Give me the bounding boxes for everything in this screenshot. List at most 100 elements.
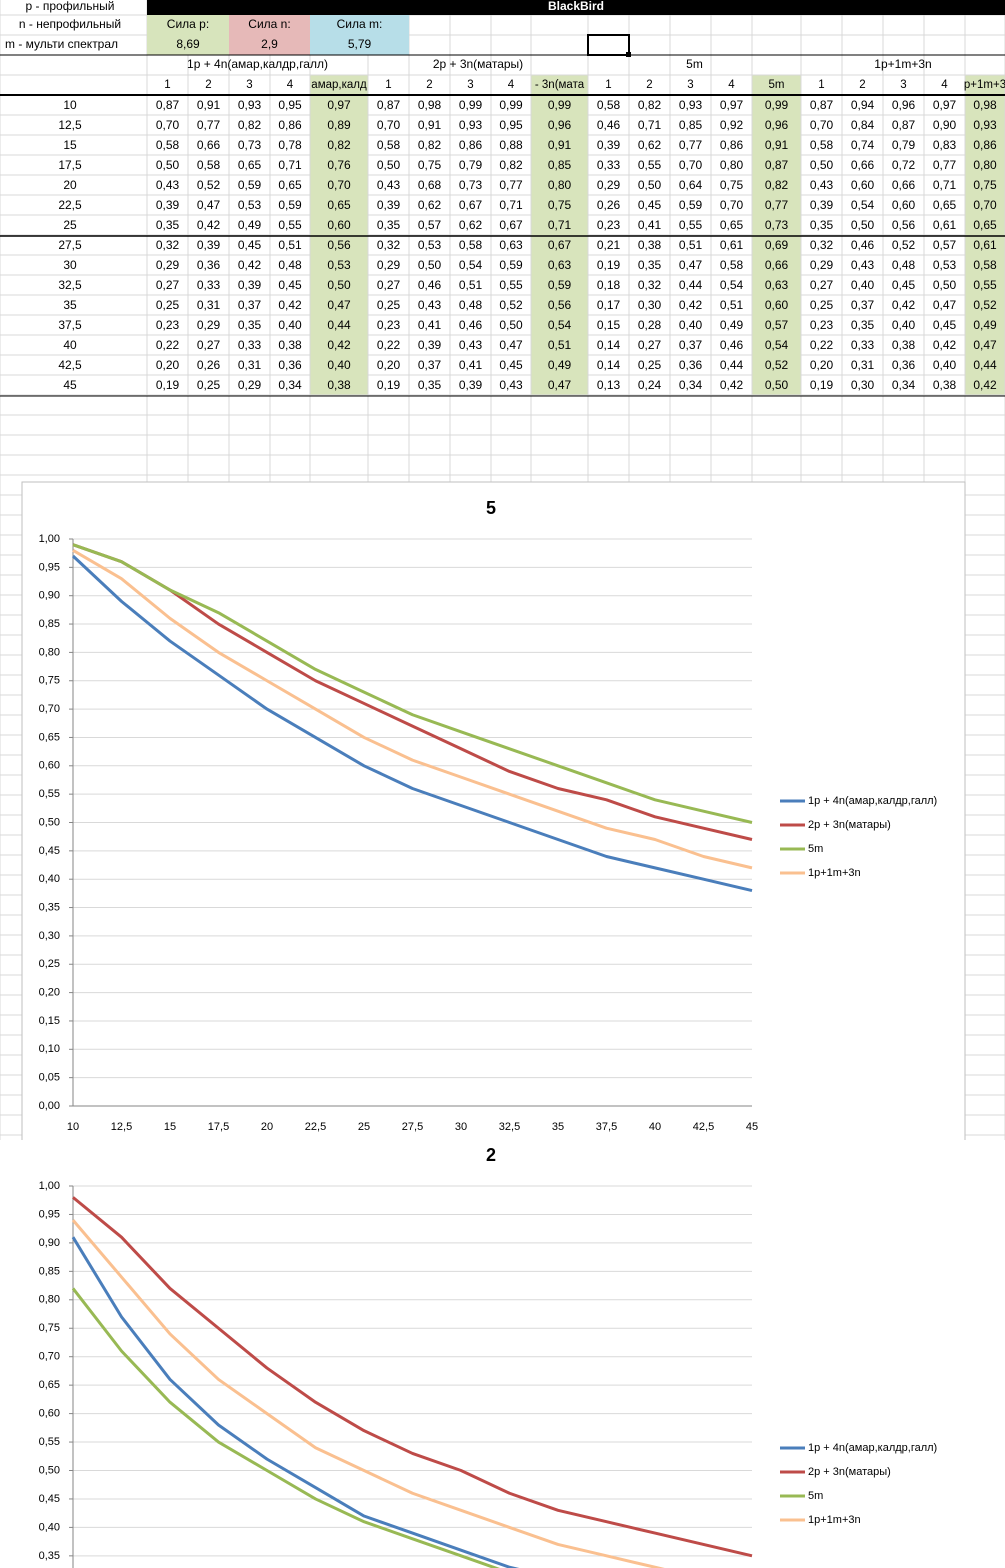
cell-value: 0,62 bbox=[418, 198, 442, 212]
cell-value: 0,48 bbox=[278, 258, 302, 272]
cell-value: 0,35 bbox=[810, 218, 834, 232]
cell-value: 0,75 bbox=[548, 198, 572, 212]
cell-value: 0,59 bbox=[548, 278, 572, 292]
cell-value: 0,91 bbox=[418, 118, 442, 132]
y-tick-label: 0,90 bbox=[39, 590, 60, 602]
cell-value: 0,45 bbox=[933, 318, 957, 332]
cell-value: 0,73 bbox=[238, 138, 262, 152]
x-tick-label: 12,5 bbox=[111, 1121, 132, 1133]
cell-value: 0,32 bbox=[638, 278, 662, 292]
cell-value: 0,36 bbox=[892, 358, 916, 372]
cell-value: 0,33 bbox=[238, 338, 262, 352]
cell-value: 0,51 bbox=[548, 338, 572, 352]
column-header: 4 bbox=[728, 79, 735, 91]
y-tick-label: 0,05 bbox=[39, 1072, 60, 1084]
cell-value: 0,36 bbox=[679, 358, 703, 372]
row-level: 32,5 bbox=[58, 278, 82, 292]
cell-value: 0,34 bbox=[679, 378, 703, 392]
cell-value: 0,31 bbox=[851, 358, 875, 372]
cell-value: 0,48 bbox=[892, 258, 916, 272]
row-level: 27,5 bbox=[58, 238, 82, 252]
cell-value: 0,76 bbox=[327, 158, 351, 172]
cell-value: 0,36 bbox=[197, 258, 221, 272]
y-tick-label: 1,00 bbox=[39, 533, 60, 545]
cell-value: 0,54 bbox=[548, 318, 572, 332]
x-tick-label: 32,5 bbox=[499, 1121, 520, 1133]
cell-value: 0,47 bbox=[973, 338, 997, 352]
cell-value: 0,29 bbox=[197, 318, 221, 332]
cell-value: 0,60 bbox=[327, 218, 351, 232]
cell-value: 0,37 bbox=[851, 298, 875, 312]
cell-value: 0,56 bbox=[327, 238, 351, 252]
cell-value: 0,29 bbox=[597, 178, 621, 192]
cell-value: 0,40 bbox=[892, 318, 916, 332]
series-line bbox=[71, 1287, 501, 1568]
cell-value: 0,77 bbox=[499, 178, 523, 192]
y-tick-label: 0,45 bbox=[39, 1493, 60, 1505]
x-tick-label: 25 bbox=[358, 1121, 370, 1133]
cell-value: 0,78 bbox=[278, 138, 302, 152]
cell-value: 0,66 bbox=[851, 158, 875, 172]
cell-value: 0,75 bbox=[720, 178, 744, 192]
cell-value: 0,80 bbox=[720, 158, 744, 172]
cell-value: 0,39 bbox=[459, 378, 483, 392]
y-tick-label: 0,35 bbox=[39, 1550, 60, 1562]
cell-value: 0,94 bbox=[851, 98, 875, 112]
cell-value: 0,55 bbox=[499, 278, 523, 292]
cell-value: 0,99 bbox=[459, 98, 483, 112]
cell-value: 0,38 bbox=[327, 378, 351, 392]
cell-value: 0,45 bbox=[638, 198, 662, 212]
cell-value: 0,45 bbox=[499, 358, 523, 372]
cell-value: 0,47 bbox=[499, 338, 523, 352]
cell-value: 0,19 bbox=[810, 378, 834, 392]
cell-value: 0,52 bbox=[973, 298, 997, 312]
group-header: 1p+1m+3n bbox=[874, 57, 931, 71]
x-tick-label: 45 bbox=[746, 1121, 758, 1133]
selected-cell bbox=[587, 34, 630, 56]
column-header: - 3n(мата bbox=[535, 79, 585, 91]
cell-value: 0,52 bbox=[499, 298, 523, 312]
column-header: 2 bbox=[646, 79, 652, 91]
y-tick-label: 0,40 bbox=[39, 873, 60, 885]
summary-column bbox=[751, 74, 802, 396]
cell-value: 0,14 bbox=[597, 338, 621, 352]
cell-value: 0,82 bbox=[765, 178, 789, 192]
cell-value: 0,67 bbox=[499, 218, 523, 232]
column-header: 3 bbox=[687, 79, 693, 91]
cell-value: 0,56 bbox=[548, 298, 572, 312]
cell-value: 0,71 bbox=[638, 118, 662, 132]
cell-value: 0,25 bbox=[810, 298, 834, 312]
cell-value: 0,93 bbox=[679, 98, 703, 112]
cell-value: 0,25 bbox=[156, 298, 180, 312]
cell-value: 0,29 bbox=[156, 258, 180, 272]
cell-value: 0,39 bbox=[377, 198, 401, 212]
cell-value: 0,93 bbox=[973, 118, 997, 132]
series-line bbox=[72, 543, 753, 824]
cell-value: 0,39 bbox=[597, 138, 621, 152]
cell-value: 0,43 bbox=[851, 258, 875, 272]
legend-label: 2p + 3n(матары) bbox=[808, 819, 891, 831]
cell-value: 0,79 bbox=[892, 138, 916, 152]
row-level: 10 bbox=[63, 98, 77, 112]
y-tick-label: 0,80 bbox=[39, 1294, 60, 1306]
cell-value: 0,27 bbox=[810, 278, 834, 292]
cell-value: 0,70 bbox=[679, 158, 703, 172]
legend-label: 5m bbox=[808, 1490, 823, 1502]
chart-title: 2 bbox=[486, 1145, 496, 1165]
row-level: 22,5 bbox=[58, 198, 82, 212]
cell-value: 0,98 bbox=[418, 98, 442, 112]
cell-value: 0,50 bbox=[499, 318, 523, 332]
cell-value: 0,84 bbox=[851, 118, 875, 132]
cell-value: 0,44 bbox=[327, 318, 351, 332]
column-header: 5m bbox=[769, 79, 785, 91]
cell-value: 0,70 bbox=[973, 198, 997, 212]
column-header: 2 bbox=[205, 79, 211, 91]
cell-value: 0,27 bbox=[197, 338, 221, 352]
cell-value: 0,48 bbox=[459, 298, 483, 312]
cell-value: 0,52 bbox=[892, 238, 916, 252]
cell-value: 0,63 bbox=[499, 238, 523, 252]
cell-value: 0,69 bbox=[765, 238, 789, 252]
chart-title: 5 bbox=[486, 498, 496, 518]
x-tick-label: 42,5 bbox=[693, 1121, 714, 1133]
